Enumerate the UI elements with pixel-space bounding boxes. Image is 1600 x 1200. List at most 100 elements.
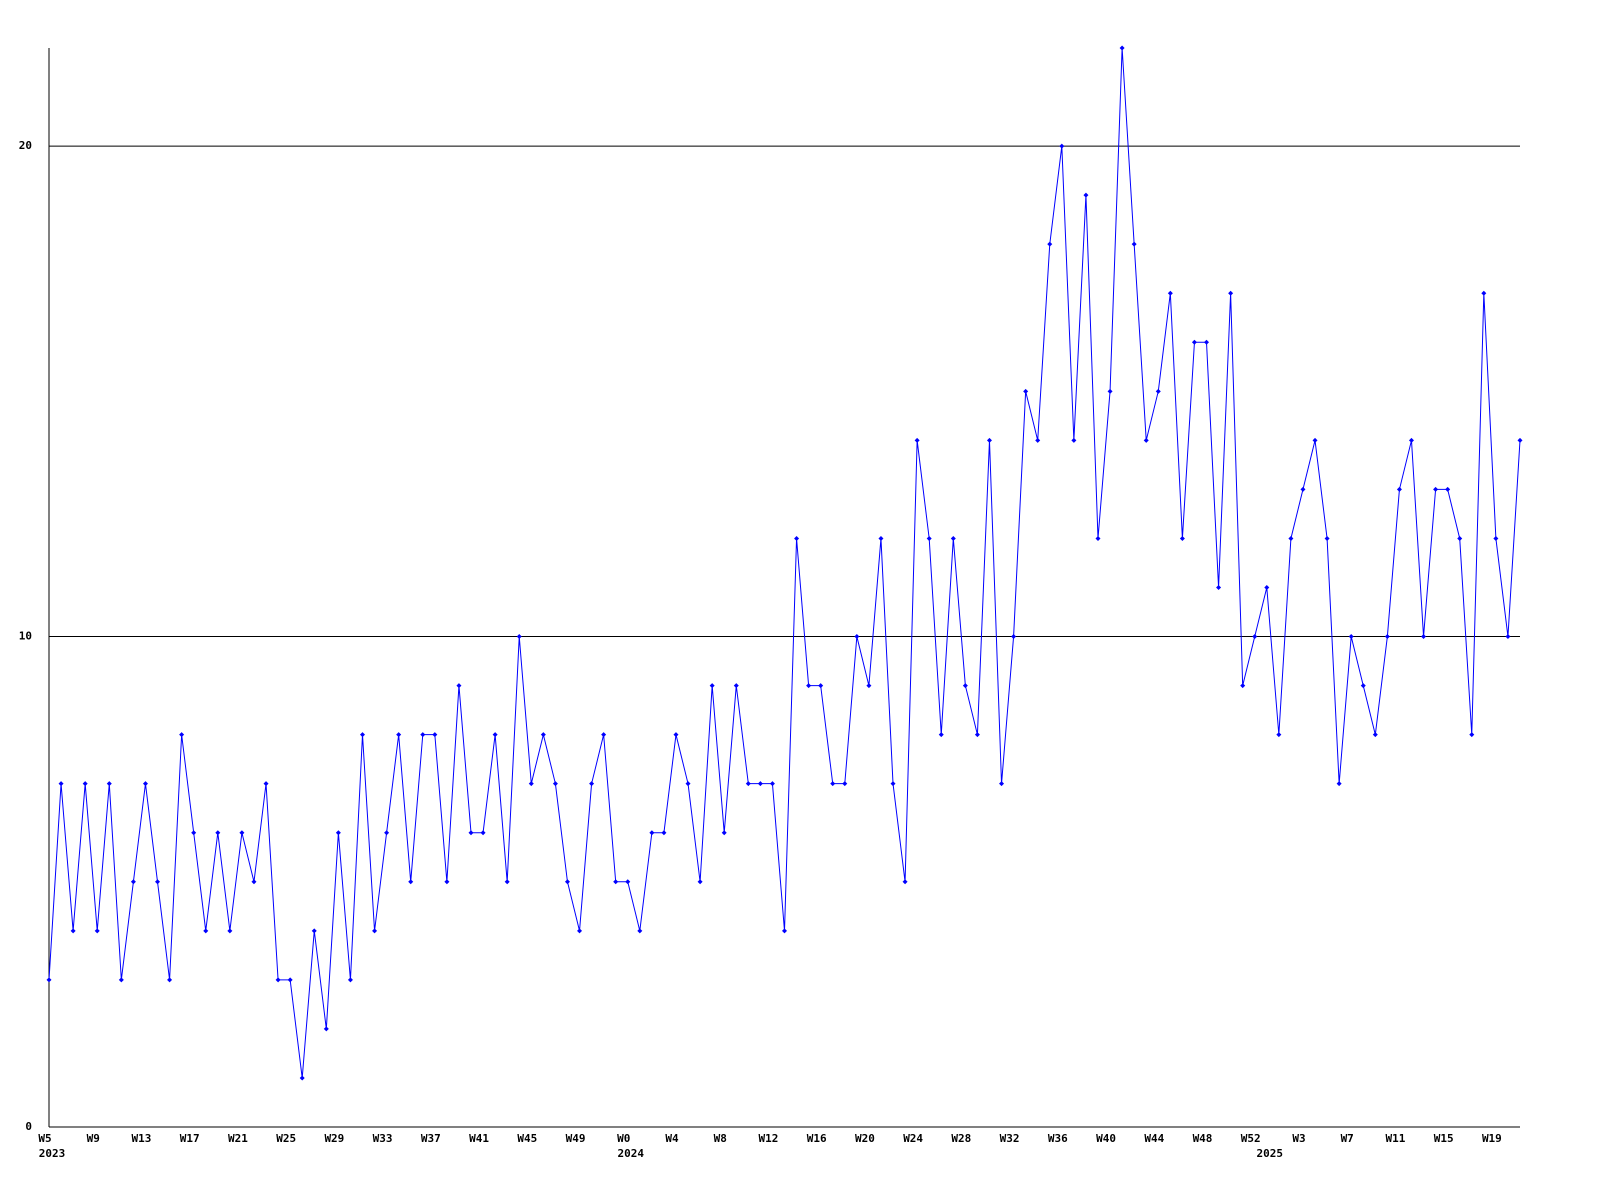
point	[1457, 535, 1463, 541]
point	[1396, 486, 1402, 492]
point	[432, 732, 438, 738]
point	[384, 830, 390, 836]
x-tick-label: W3	[1292, 1132, 1305, 1145]
point	[1191, 339, 1197, 345]
point	[1288, 535, 1294, 541]
point	[637, 928, 643, 934]
point	[540, 732, 546, 738]
x-tick-label: W16	[807, 1132, 827, 1145]
x-tick-label: W48	[1193, 1132, 1213, 1145]
point	[46, 977, 52, 983]
point	[1023, 388, 1029, 394]
x-tick-label: W11	[1385, 1132, 1405, 1145]
point	[1372, 732, 1378, 738]
point	[1493, 535, 1499, 541]
point	[1408, 437, 1414, 443]
x-tick-label: W41	[469, 1132, 489, 1145]
point	[167, 977, 173, 983]
x-tick-label: W17	[180, 1132, 200, 1145]
x-tick-label: W32	[1000, 1132, 1020, 1145]
point	[118, 977, 124, 983]
y-tick-label: 20	[19, 139, 32, 152]
point	[1107, 388, 1113, 394]
y-tick-label: 0	[25, 1120, 32, 1133]
x-tick-label: W15	[1434, 1132, 1454, 1145]
point	[372, 928, 378, 934]
point	[806, 683, 812, 689]
x-tick-label: W45	[517, 1132, 537, 1145]
point	[794, 535, 800, 541]
point	[1324, 535, 1330, 541]
point	[480, 830, 486, 836]
point	[251, 879, 257, 885]
point	[408, 879, 414, 885]
point	[239, 830, 245, 836]
point	[661, 830, 667, 836]
point	[1083, 192, 1089, 198]
x-tick-label: W0	[617, 1132, 630, 1145]
point	[709, 683, 715, 689]
x-tick-label: W33	[373, 1132, 393, 1145]
point	[999, 781, 1005, 787]
point	[215, 830, 221, 836]
point	[130, 879, 136, 885]
point	[1143, 437, 1149, 443]
point	[1179, 535, 1185, 541]
x-tick-label: W37	[421, 1132, 441, 1145]
point	[1384, 634, 1390, 640]
point	[866, 683, 872, 689]
point	[613, 879, 619, 885]
line	[48, 47, 1521, 1079]
point	[1276, 732, 1282, 738]
point	[938, 732, 944, 738]
point	[444, 879, 450, 885]
x-tick-label: W24	[903, 1132, 923, 1145]
point	[1240, 683, 1246, 689]
x-tick-label: W21	[228, 1132, 248, 1145]
point	[1421, 634, 1427, 640]
point	[878, 535, 884, 541]
point	[191, 830, 197, 836]
point	[82, 781, 88, 787]
x-group-label: 2023	[39, 1147, 66, 1160]
point	[782, 928, 787, 934]
point	[950, 535, 956, 541]
point	[1336, 781, 1342, 787]
x-tick-label: W29	[324, 1132, 344, 1145]
point	[1047, 241, 1053, 247]
x-tick-label: W9	[87, 1132, 100, 1145]
point	[1433, 486, 1439, 492]
point	[396, 732, 402, 738]
point	[263, 781, 269, 787]
point	[106, 781, 112, 787]
x-tick-label: W40	[1096, 1132, 1116, 1145]
point	[1517, 437, 1523, 443]
point	[1469, 732, 1475, 738]
point	[1071, 437, 1077, 443]
point	[854, 634, 860, 640]
point	[1035, 437, 1041, 443]
x-group-label: 2025	[1257, 1147, 1284, 1160]
point	[58, 781, 64, 787]
point	[914, 437, 920, 443]
point	[890, 781, 896, 787]
point	[155, 879, 161, 885]
x-tick-label: W5	[38, 1132, 51, 1145]
point	[504, 879, 510, 885]
point	[1119, 45, 1125, 51]
point	[625, 879, 631, 885]
x-tick-label: W13	[132, 1132, 152, 1145]
point	[528, 781, 534, 787]
point	[577, 928, 583, 934]
x-tick-label: W20	[855, 1132, 875, 1145]
point	[974, 732, 980, 738]
point	[516, 634, 522, 640]
point	[420, 732, 426, 738]
point	[1204, 339, 1210, 345]
x-tick-label: W36	[1048, 1132, 1068, 1145]
point	[697, 879, 703, 885]
point	[1095, 535, 1101, 541]
point	[649, 830, 655, 836]
point	[818, 683, 824, 689]
